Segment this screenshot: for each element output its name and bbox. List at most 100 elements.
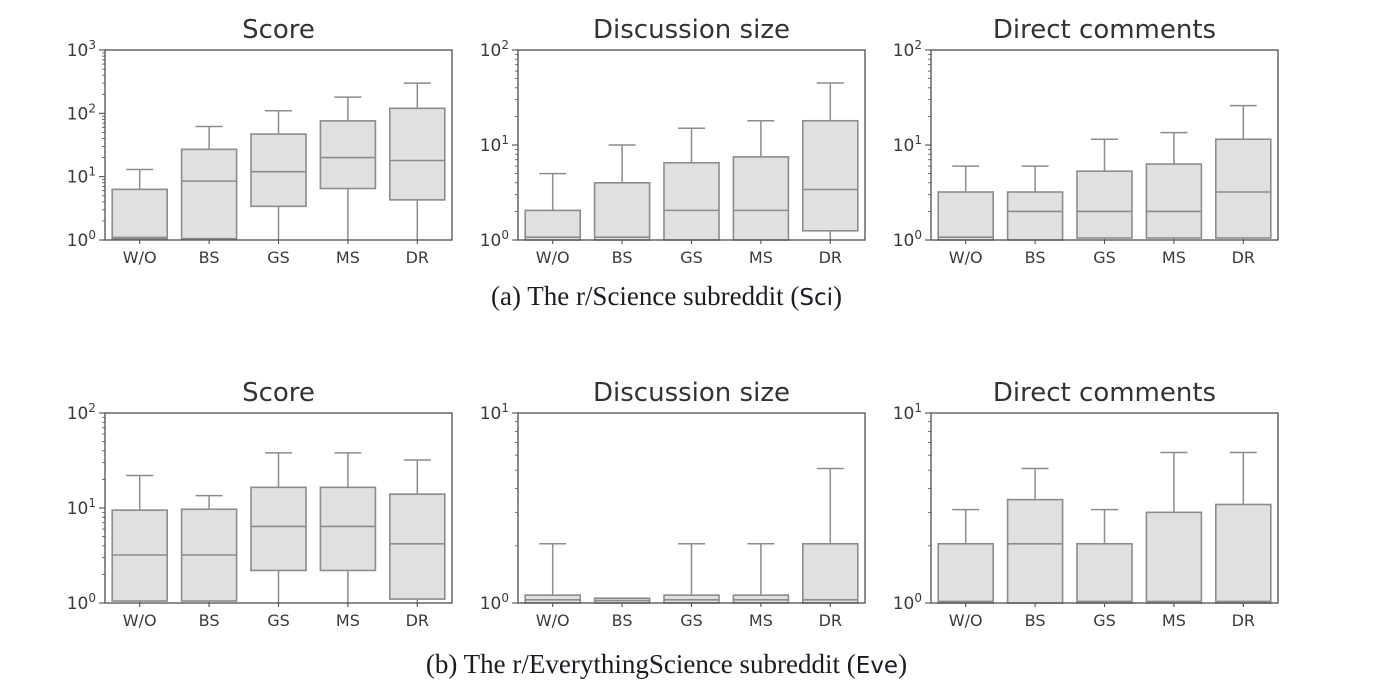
x-tick-label: DR: [1232, 611, 1255, 630]
box-a-score-dr: [388, 82, 446, 240]
y-tick-label: 100: [893, 228, 922, 251]
x-tick-label: DR: [819, 248, 842, 267]
box-a-direct-comments-ms: [1145, 131, 1203, 240]
y-tick-label: 102: [67, 101, 96, 124]
y-tick-label: 101: [67, 496, 96, 519]
boxplot-b-direct-comments: Direct comments 100 101 W/O BS GS MS DR: [893, 378, 1279, 630]
boxplot-b-score: Score 100 101 102 W/O BS GS MS DR: [67, 378, 453, 630]
y-tick-label: 100: [480, 591, 509, 614]
x-tick-label: BS: [199, 248, 220, 267]
box-rect: [937, 542, 995, 604]
axes-frame: [930, 49, 1279, 241]
box-b-score-gs: [250, 452, 307, 603]
x-tick-label: GS: [1093, 248, 1116, 267]
x-tick-label: BS: [612, 611, 633, 630]
y-tick-label: 100: [893, 591, 922, 614]
box-a-discussion-size-wo: [524, 172, 582, 241]
x-tick-label: GS: [267, 611, 290, 630]
y-tick-label: 100: [67, 228, 96, 251]
y-tick-label: 101: [480, 133, 509, 156]
caption-tag: Eve: [855, 653, 899, 679]
box-rect: [319, 120, 377, 190]
box-b-discussion-size-wo: [524, 543, 582, 604]
x-tick-label: DR: [406, 611, 429, 630]
x-tick-label: GS: [680, 248, 703, 267]
subplot-title: Discussion size: [593, 378, 790, 408]
figure-a-caption: (a) The r/Science subreddit (Sci): [50, 281, 1283, 312]
y-tick-label: 101: [480, 401, 509, 424]
box-a-direct-comments-bs: [1006, 165, 1064, 241]
box-rect: [801, 119, 859, 232]
caption-text-close: ): [833, 281, 843, 311]
x-tick-label: W/O: [536, 248, 570, 267]
x-tick-label: GS: [267, 248, 290, 267]
figure-a-plots: Score 100 101 102 103 W/O BS GS MS DR Discussion s…: [50, 8, 1283, 272]
box-rect: [663, 161, 720, 241]
box-a-score-gs: [250, 109, 307, 240]
x-tick-label: BS: [1025, 248, 1046, 267]
x-tick-label: W/O: [536, 611, 570, 630]
x-tick-label: DR: [406, 248, 429, 267]
boxplot-a-discussion-size: Discussion size 100 101 102 W/O BS GS MS DR: [480, 15, 866, 267]
box-b-direct-comments-gs: [1076, 508, 1133, 604]
y-tick-label: 102: [480, 38, 509, 61]
box-a-score-bs: [180, 125, 238, 240]
box-b-score-wo: [111, 474, 169, 603]
box-rect: [1006, 191, 1064, 241]
box-rect: [388, 107, 446, 201]
x-tick-label: BS: [612, 248, 633, 267]
y-tick-label: 102: [893, 38, 922, 61]
box-a-discussion-size-bs: [593, 144, 651, 241]
y-tick-label: 102: [67, 401, 96, 424]
axes-frame: [104, 49, 453, 241]
caption-text: (b) The r/EverythingScience subreddit (: [425, 649, 856, 679]
box-a-discussion-size-gs: [663, 127, 720, 241]
box-rect: [1076, 542, 1133, 604]
axes-frame: [517, 49, 866, 241]
box-rect: [319, 486, 377, 572]
subplot-title: Discussion size: [593, 15, 790, 45]
box-rect: [801, 542, 859, 604]
box-b-discussion-size-dr: [801, 467, 859, 604]
x-tick-label: MS: [749, 248, 773, 267]
y-tick-label: 101: [67, 165, 96, 188]
x-tick-label: W/O: [123, 611, 157, 630]
box-rect: [1214, 138, 1272, 239]
box-rect: [1145, 163, 1203, 239]
box-b-direct-comments-wo: [937, 508, 995, 604]
box-b-direct-comments-ms: [1145, 451, 1203, 604]
x-tick-label: MS: [336, 611, 360, 630]
x-tick-label: BS: [1025, 611, 1046, 630]
axes-frame: [104, 412, 453, 604]
box-b-score-dr: [388, 459, 446, 603]
box-b-score-ms: [319, 452, 377, 603]
boxplot-b-discussion-size: Discussion size 100 101 W/O BS GS MS DR: [480, 378, 866, 630]
boxplot-a-score: Score 100 101 102 103 W/O BS GS MS DR: [67, 15, 453, 267]
box-rect: [593, 182, 651, 241]
y-tick-label: 101: [893, 133, 922, 156]
box-rect: [732, 156, 790, 241]
subplot-title: Score: [242, 378, 315, 408]
x-tick-label: DR: [1232, 248, 1255, 267]
x-tick-label: MS: [1162, 611, 1186, 630]
axes-frame: [930, 412, 1279, 604]
box-rect: [250, 486, 307, 572]
box-rect: [388, 493, 446, 600]
figure-b-caption: (b) The r/EverythingScience subreddit (E…: [50, 649, 1283, 680]
box-rect: [524, 209, 582, 241]
box-rect: [1214, 503, 1272, 604]
x-tick-label: GS: [680, 611, 703, 630]
x-tick-label: DR: [819, 611, 842, 630]
box-b-discussion-size-ms: [732, 543, 790, 604]
box-a-discussion-size-dr: [801, 82, 859, 240]
axes-frame: [517, 412, 866, 604]
y-tick-label: 101: [893, 401, 922, 424]
figure-b-plots: Score 100 101 102 W/O BS GS MS DR Discussion size…: [50, 371, 1283, 635]
box-rect: [1076, 170, 1133, 239]
box-a-direct-comments-wo: [937, 165, 995, 241]
box-b-discussion-size-bs: [593, 597, 651, 604]
box-a-direct-comments-gs: [1076, 138, 1133, 240]
caption-text-close: ): [898, 649, 908, 679]
x-tick-label: W/O: [949, 611, 983, 630]
